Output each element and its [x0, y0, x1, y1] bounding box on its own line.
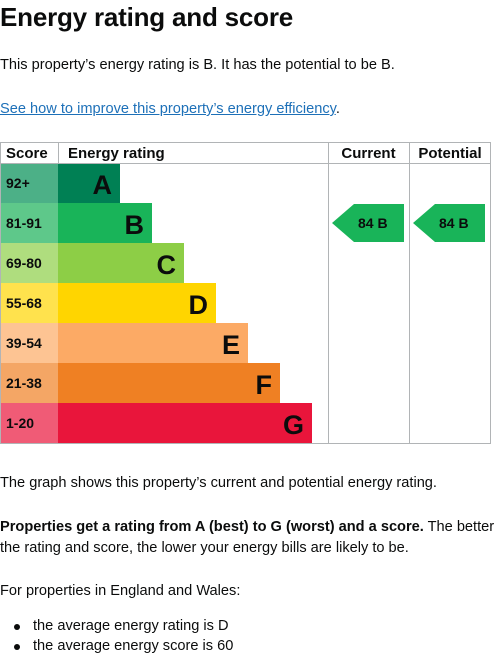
rating-explanation-rest: The better the rating and score, the low… — [0, 519, 495, 556]
rating-letter-a: A — [93, 170, 113, 200]
list-item: the average energy score is 60 — [0, 636, 233, 656]
score-cell-a — [0, 163, 58, 203]
current-rating-arrow — [332, 204, 404, 242]
score-cell-d — [0, 283, 58, 323]
score-range-a: 92+ — [6, 175, 30, 191]
score-range-d: 55-68 — [6, 295, 42, 311]
score-cell-g — [0, 403, 58, 443]
score-cell-c — [0, 243, 58, 283]
score-range-b: 81-91 — [6, 215, 42, 231]
rating-letter-e: E — [222, 330, 240, 360]
header-energy-rating: Energy rating — [68, 145, 165, 162]
score-range-e: 39-54 — [6, 335, 42, 351]
rating-letter-g: G — [283, 410, 304, 440]
rating-bar-f — [58, 363, 280, 403]
header-potential: Potential — [418, 145, 481, 162]
potential-rating-arrow — [413, 204, 485, 242]
rating-letter-c: C — [157, 250, 177, 280]
rating-bar-d — [58, 283, 216, 323]
rating-explanation: Properties get a rating from A (best) to… — [0, 517, 495, 559]
header-score: Score — [6, 145, 48, 162]
list-item: the average energy rating is D — [0, 616, 233, 636]
rating-bar-c — [58, 243, 184, 283]
graph-caption: The graph shows this property’s current … — [0, 475, 437, 491]
improve-efficiency-link[interactable]: See how to improve this property’s energ… — [0, 101, 336, 117]
improve-link-suffix: . — [335, 101, 340, 117]
score-range-g: 1-20 — [6, 415, 34, 431]
rating-explanation-bold: Properties get a rating from A (best) to… — [0, 519, 424, 535]
rating-letter-b: B — [125, 210, 145, 240]
region-intro: For properties in England and Wales: — [0, 583, 241, 599]
rating-summary: This property’s energy rating is B. It h… — [0, 57, 395, 73]
header-current: Current — [341, 145, 395, 162]
page-title: Energy rating and score — [0, 2, 294, 32]
rating-bar-g — [58, 403, 312, 443]
rating-bar-e — [58, 323, 248, 363]
rating-letter-d: D — [189, 290, 209, 320]
score-cell-f — [0, 363, 58, 403]
score-cell-b — [0, 203, 58, 243]
score-range-f: 21-38 — [6, 375, 42, 391]
rating-bar-b — [58, 203, 152, 243]
rating-bar-a — [58, 163, 120, 203]
potential-rating-arrow-label: 84 B — [439, 215, 469, 231]
score-cell-e — [0, 323, 58, 363]
rating-letter-f: F — [256, 370, 273, 400]
current-rating-arrow-label: 84 B — [358, 215, 388, 231]
improve-paragraph: See how to improve this property’s energ… — [0, 99, 340, 120]
averages-list: the average energy rating is D the avera… — [0, 616, 233, 656]
score-range-c: 69-80 — [6, 255, 42, 271]
energy-rating-chart: Score Energy rating Current Potential 92+ A 81… — [0, 142, 491, 444]
